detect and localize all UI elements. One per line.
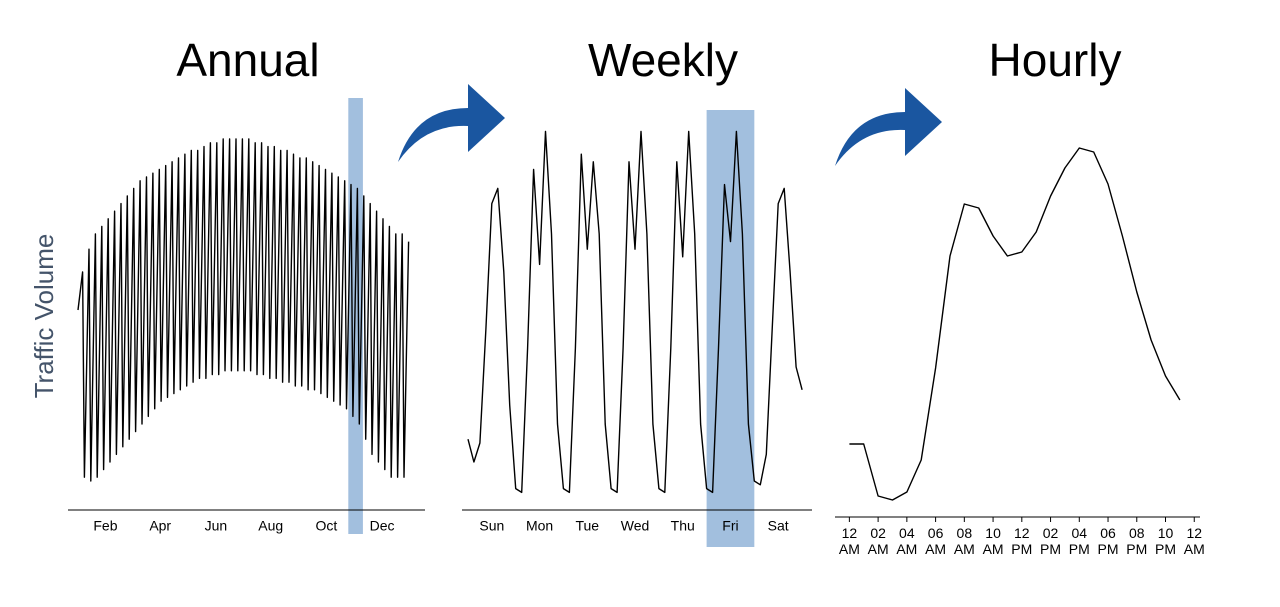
x-tick-label: Sun (479, 518, 504, 534)
x-tick-label: 04 PM (1069, 525, 1090, 557)
x-tick-label: Wed (621, 518, 650, 534)
x-tick-label: Dec (370, 518, 395, 534)
x-tick-label: Sat (768, 518, 789, 534)
x-tick-label: 06 PM (1098, 525, 1119, 557)
x-tick-label: Jun (205, 518, 228, 534)
x-tick-label: Apr (149, 518, 171, 534)
chart-title: Weekly (588, 34, 738, 86)
x-tick-label: Feb (93, 518, 117, 534)
x-tick-label: 02 AM (868, 525, 889, 557)
x-tick-label: 10 PM (1155, 525, 1176, 557)
x-tick-label: Mon (526, 518, 553, 534)
highlight (706, 110, 755, 547)
x-tick-label: Oct (316, 518, 338, 534)
x-tick-label: 10 AM (983, 525, 1004, 557)
arrow (835, 88, 942, 166)
x-tick-label: 12 PM (1011, 525, 1032, 557)
chart-title: Hourly (989, 34, 1122, 86)
x-tick-label: 08 AM (954, 525, 975, 557)
x-tick-label: 08 PM (1126, 525, 1147, 557)
x-tick-label: 12 AM (839, 525, 860, 557)
x-tick-label: Tue (575, 518, 599, 534)
x-tick-label: Thu (671, 518, 695, 534)
x-tick-label: Aug (258, 518, 283, 534)
chart-title: Annual (176, 34, 319, 86)
x-tick-label: 04 AM (896, 525, 917, 557)
x-tick-label: 06 AM (925, 525, 946, 557)
x-tick-label: 12 AM (1184, 525, 1205, 557)
data-line (849, 147, 1181, 501)
x-tick-label: 02 PM (1040, 525, 1061, 557)
highlight (348, 98, 363, 534)
y-axis-label: Traffic Volume (29, 234, 59, 399)
arrow (398, 84, 505, 162)
